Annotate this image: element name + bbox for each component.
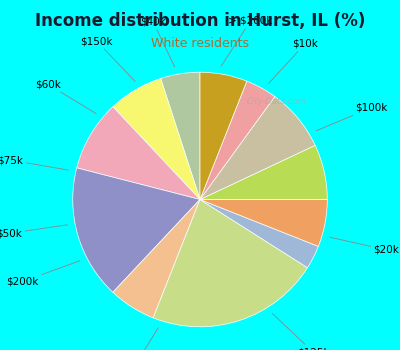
Wedge shape — [153, 199, 308, 327]
Text: White residents: White residents — [151, 37, 249, 50]
Wedge shape — [200, 199, 327, 246]
Wedge shape — [77, 107, 200, 200]
Wedge shape — [200, 72, 247, 200]
Text: $60k: $60k — [35, 79, 96, 113]
Text: $125k: $125k — [272, 313, 330, 350]
Text: $200k: $200k — [6, 261, 80, 287]
Text: $10k: $10k — [269, 39, 318, 83]
Wedge shape — [200, 199, 318, 268]
Wedge shape — [113, 78, 200, 200]
Text: > $200k: > $200k — [221, 16, 273, 66]
Wedge shape — [161, 72, 200, 200]
Wedge shape — [113, 199, 200, 318]
Wedge shape — [200, 81, 275, 200]
Text: $75k: $75k — [0, 155, 68, 170]
Wedge shape — [200, 97, 315, 200]
Text: $20k: $20k — [330, 237, 400, 255]
Wedge shape — [73, 168, 200, 292]
Text: Income distribution in Hurst, IL (%): Income distribution in Hurst, IL (%) — [35, 12, 365, 30]
Text: $40k: $40k — [140, 17, 175, 67]
Text: $50k: $50k — [0, 225, 68, 238]
Text: City-Data.com: City-Data.com — [247, 97, 307, 106]
Text: $100k: $100k — [316, 103, 388, 131]
Wedge shape — [200, 145, 327, 200]
Text: $30k: $30k — [118, 328, 158, 350]
Text: $150k: $150k — [80, 36, 135, 81]
